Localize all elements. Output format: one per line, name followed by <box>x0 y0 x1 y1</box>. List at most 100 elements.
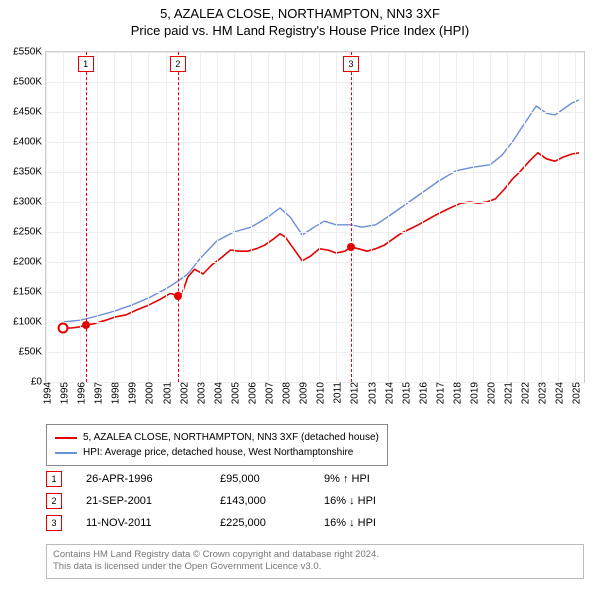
y-tick-label: £400K <box>13 137 46 148</box>
sales-row-index-box: 3 <box>46 515 62 531</box>
x-tick-label: 2022 <box>517 382 532 404</box>
x-tick-label: 1998 <box>107 382 122 404</box>
x-tick-label: 2004 <box>209 382 224 404</box>
x-tick-label: 2021 <box>500 382 515 404</box>
x-tick-label: 2014 <box>380 382 395 404</box>
gridline-h <box>46 142 584 143</box>
sales-table-row: 311-NOV-2011£225,00016% ↓ HPI <box>46 512 376 534</box>
x-tick-label: 2007 <box>261 382 276 404</box>
gridline-v <box>97 52 98 382</box>
title-line-2: Price paid vs. HM Land Registry's House … <box>0 23 600 40</box>
gridline-v <box>371 52 372 382</box>
x-tick-label: 2013 <box>363 382 378 404</box>
legend-swatch <box>55 452 77 454</box>
x-tick-label: 2011 <box>329 382 344 404</box>
gridline-v <box>405 52 406 382</box>
legend-row: HPI: Average price, detached house, West… <box>55 445 379 460</box>
sale-point-marker <box>347 243 355 251</box>
x-tick-label: 2000 <box>141 382 156 404</box>
gridline-v <box>490 52 491 382</box>
gridline-h <box>46 112 584 113</box>
x-tick-label: 1999 <box>124 382 139 404</box>
legend-swatch <box>55 437 77 439</box>
x-tick-label: 1997 <box>90 382 105 404</box>
series-hpi <box>63 100 579 322</box>
x-tick-label: 2024 <box>551 382 566 404</box>
y-tick-label: £300K <box>13 197 46 208</box>
attribution-line-1: Contains HM Land Registry data © Crown c… <box>53 549 577 561</box>
legend-row: 5, AZALEA CLOSE, NORTHAMPTON, NN3 3XF (d… <box>55 430 379 445</box>
x-tick-label: 2019 <box>465 382 480 404</box>
sales-table: 126-APR-1996£95,0009% ↑ HPI221-SEP-2001£… <box>46 468 376 534</box>
x-tick-label: 1994 <box>39 382 54 404</box>
sales-row-delta: 16% ↓ HPI <box>324 495 376 507</box>
x-tick-label: 2016 <box>414 382 429 404</box>
gridline-v <box>541 52 542 382</box>
x-tick-label: 1996 <box>73 382 88 404</box>
sale-marker-box: 2 <box>170 56 186 72</box>
gridline-v <box>251 52 252 382</box>
x-tick-label: 2006 <box>243 382 258 404</box>
attribution-line-2: This data is licensed under the Open Gov… <box>53 561 577 573</box>
y-tick-label: £50K <box>19 347 46 358</box>
x-tick-label: 2002 <box>175 382 190 404</box>
gridline-v <box>268 52 269 382</box>
sales-row-index-box: 1 <box>46 471 62 487</box>
legend-label: HPI: Average price, detached house, West… <box>83 445 353 460</box>
x-tick-label: 2012 <box>346 382 361 404</box>
gridline-v <box>507 52 508 382</box>
gridline-h <box>46 352 584 353</box>
sales-row-price: £95,000 <box>220 473 300 485</box>
x-tick-label: 1995 <box>56 382 71 404</box>
gridline-v <box>422 52 423 382</box>
legend-label: 5, AZALEA CLOSE, NORTHAMPTON, NN3 3XF (d… <box>83 430 379 445</box>
sales-table-row: 221-SEP-2001£143,00016% ↓ HPI <box>46 490 376 512</box>
sale-point-marker <box>82 321 90 329</box>
sale-marker-line <box>351 52 352 382</box>
y-tick-label: £500K <box>13 77 46 88</box>
x-tick-label: 2001 <box>158 382 173 404</box>
gridline-v <box>183 52 184 382</box>
gridline-v <box>302 52 303 382</box>
sale-point-marker <box>174 292 182 300</box>
gridline-v <box>319 52 320 382</box>
gridline-h <box>46 202 584 203</box>
sales-row-price: £225,000 <box>220 517 300 529</box>
gridline-v <box>200 52 201 382</box>
gridline-h <box>46 322 584 323</box>
gridline-v <box>575 52 576 382</box>
gridline-v <box>285 52 286 382</box>
y-tick-label: £250K <box>13 227 46 238</box>
sales-row-price: £143,000 <box>220 495 300 507</box>
gridline-v <box>388 52 389 382</box>
gridline-v <box>473 52 474 382</box>
sale-marker-box: 3 <box>343 56 359 72</box>
gridline-v <box>353 52 354 382</box>
plot-area: £0£50K£100K£150K£200K£250K£300K£350K£400… <box>46 52 584 382</box>
sales-row-date: 11-NOV-2011 <box>86 517 196 529</box>
gridline-v <box>217 52 218 382</box>
attribution-box: Contains HM Land Registry data © Crown c… <box>46 544 584 579</box>
x-tick-label: 2025 <box>568 382 583 404</box>
y-tick-label: £200K <box>13 257 46 268</box>
chart-container: { "title": { "line1": "5, AZALEA CLOSE, … <box>0 0 600 590</box>
title-line-1: 5, AZALEA CLOSE, NORTHAMPTON, NN3 3XF <box>0 6 600 23</box>
gridline-v <box>439 52 440 382</box>
x-tick-label: 2003 <box>192 382 207 404</box>
gridline-v <box>558 52 559 382</box>
sale-marker-box: 1 <box>78 56 94 72</box>
x-tick-label: 2009 <box>295 382 310 404</box>
sale-marker-line <box>178 52 179 382</box>
gridline-v <box>234 52 235 382</box>
plot-svg <box>46 52 584 382</box>
x-tick-label: 2018 <box>448 382 463 404</box>
gridline-h <box>46 172 584 173</box>
sales-row-date: 26-APR-1996 <box>86 473 196 485</box>
gridline-v <box>336 52 337 382</box>
gridline-v <box>166 52 167 382</box>
sales-row-index-box: 2 <box>46 493 62 509</box>
x-tick-label: 2005 <box>226 382 241 404</box>
gridline-v <box>131 52 132 382</box>
gridline-h <box>46 292 584 293</box>
gridline-v <box>456 52 457 382</box>
